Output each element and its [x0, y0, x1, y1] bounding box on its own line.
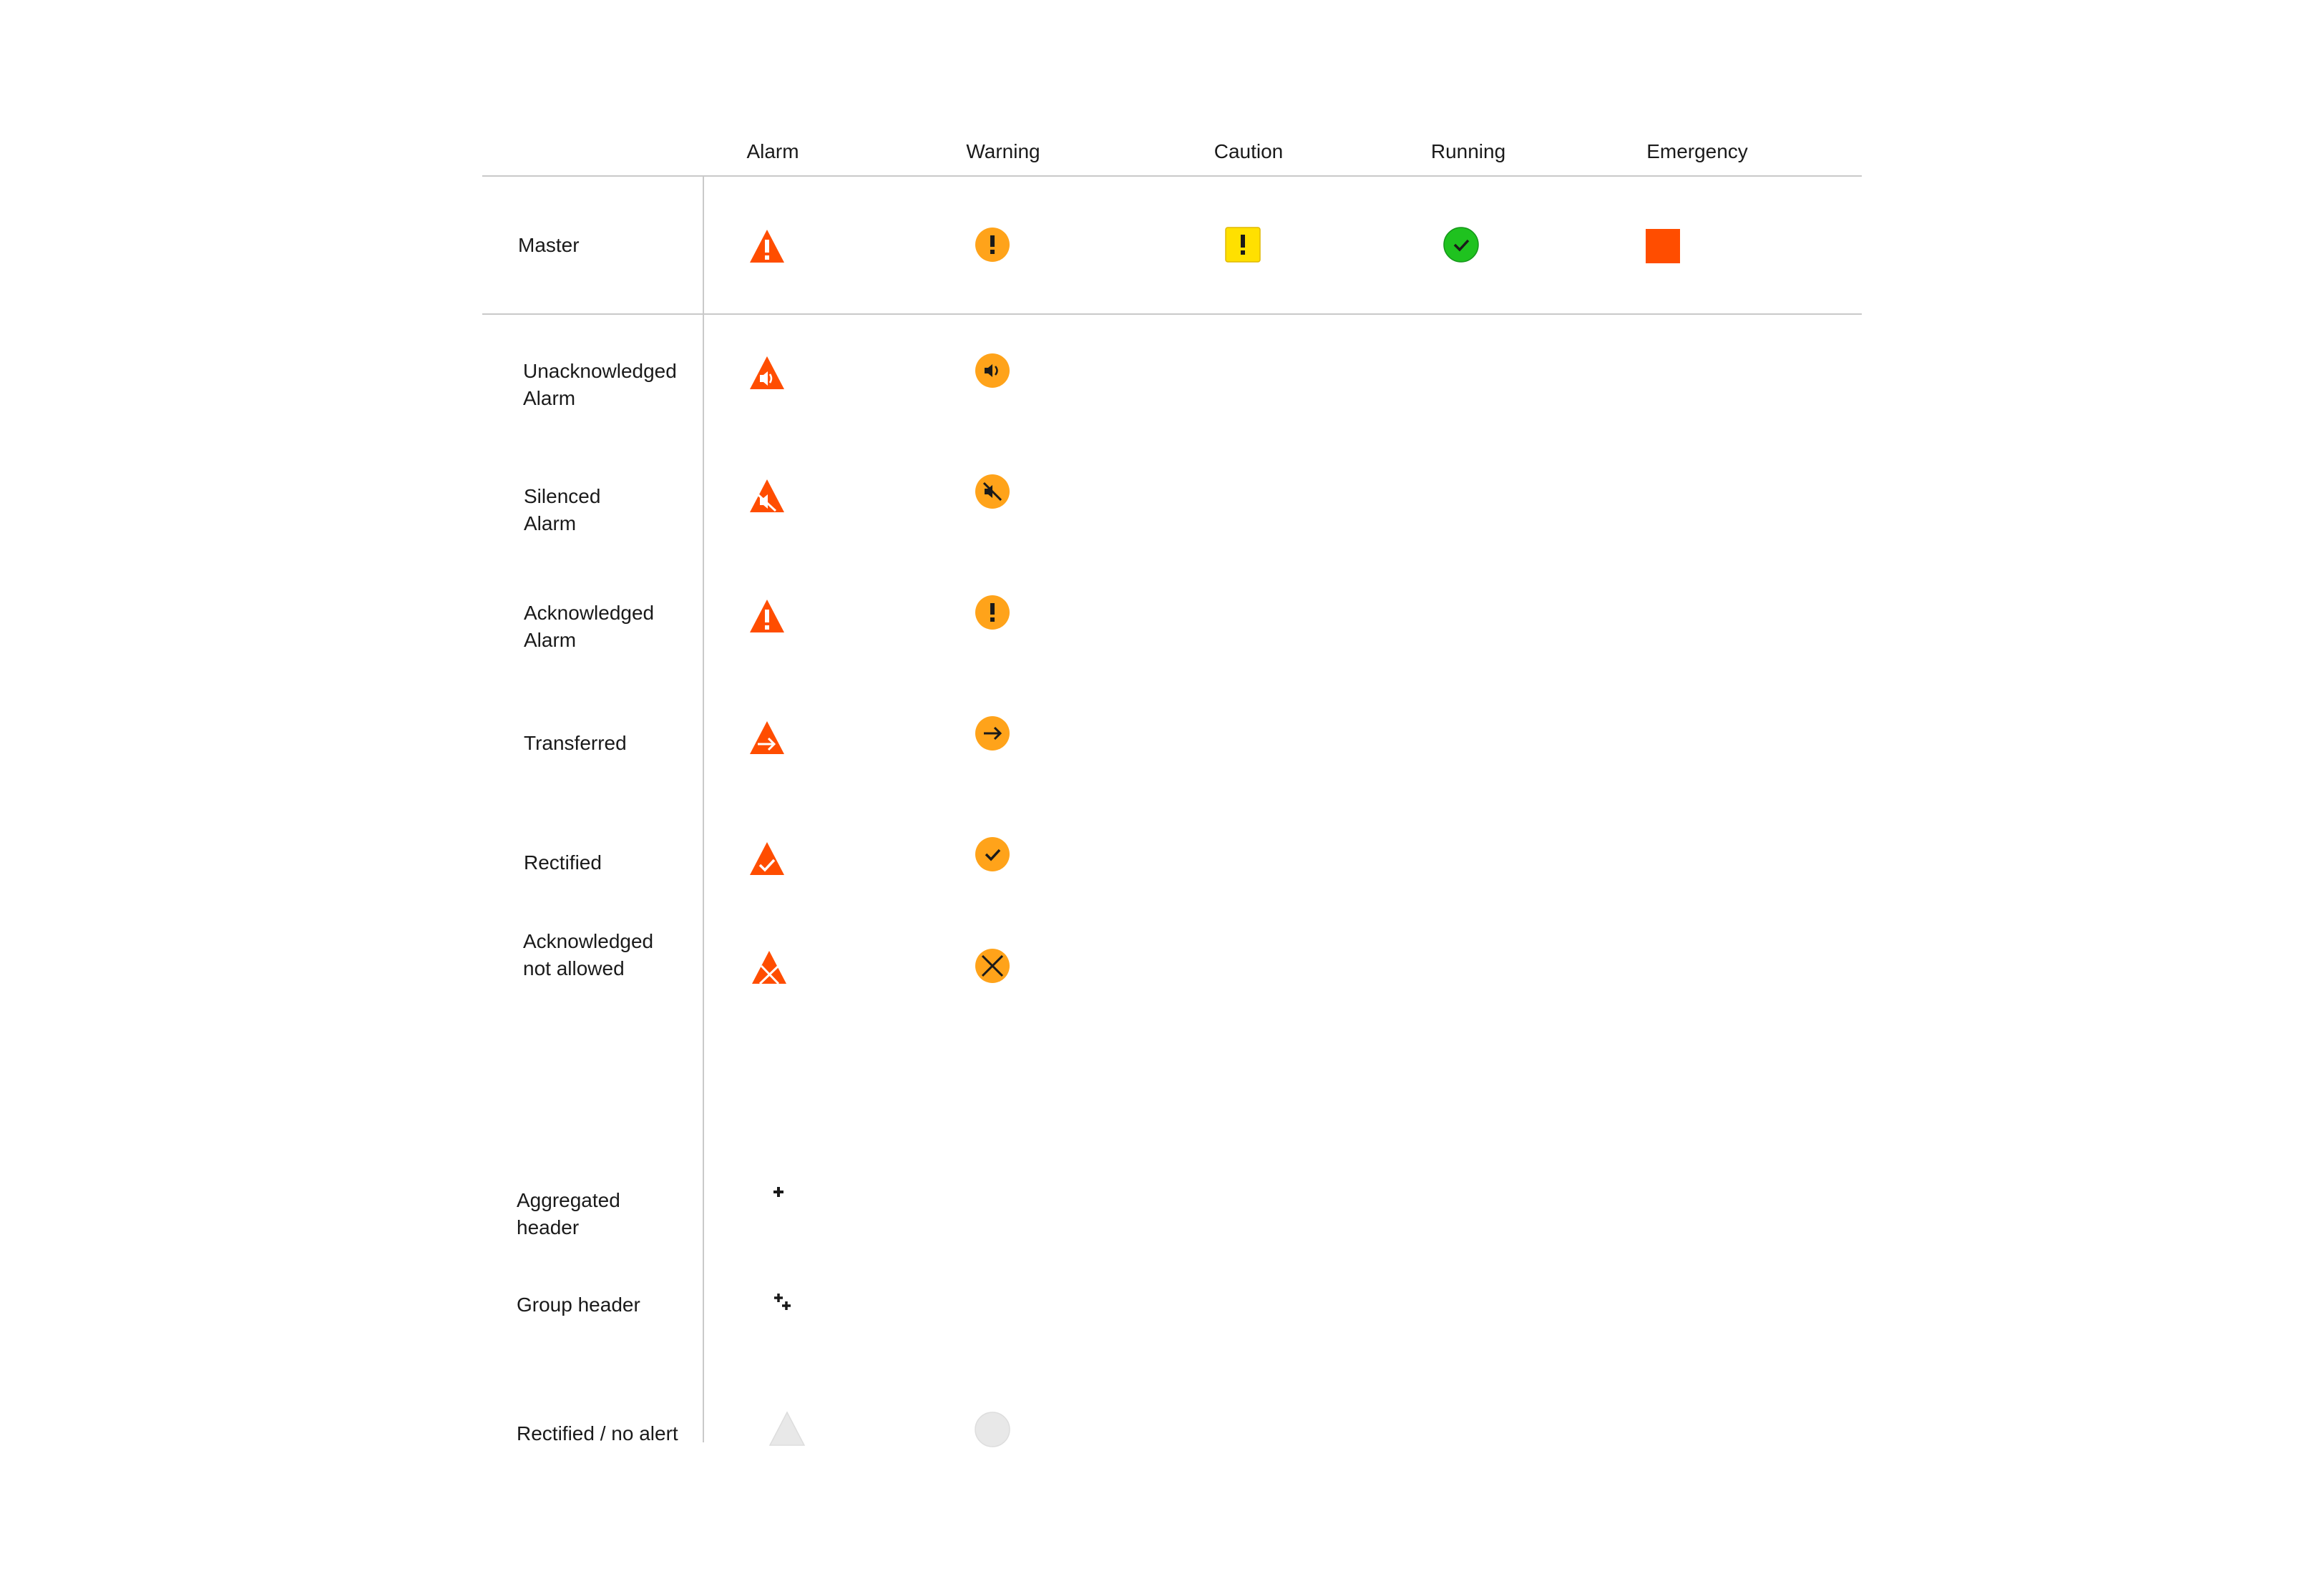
- header-divider: [482, 175, 1862, 177]
- alarm-rectified-icon: [746, 838, 788, 881]
- emergency-icon: [1641, 225, 1684, 268]
- double-plus-icon: [761, 1281, 804, 1324]
- warning-silenced-icon: [971, 470, 1014, 513]
- caution-icon: [1221, 223, 1264, 266]
- row-label-aggregated-header: Aggregated header: [517, 1189, 620, 1238]
- plus-icon: [757, 1170, 800, 1213]
- warning-transferred-icon: [971, 712, 1014, 755]
- row-label-silenced-alarm: Silenced Alarm: [524, 485, 601, 534]
- warning-ack-not-allowed-icon: [971, 944, 1014, 987]
- label-column-divider: [703, 176, 704, 1442]
- warning-acknowledged-icon: [971, 591, 1014, 634]
- row-label-rectified: Rectified: [524, 851, 602, 874]
- column-header-alarm: Alarm: [746, 140, 799, 162]
- master-row-divider: [482, 313, 1862, 315]
- warning-rectified-icon: [971, 833, 1014, 876]
- running-icon: [1440, 223, 1483, 266]
- alarm-master-icon: [746, 225, 788, 268]
- alarm-acknowledged-icon: [746, 595, 788, 638]
- warning-unacknowledged-icon: [971, 349, 1014, 392]
- column-header-running: Running: [1430, 140, 1506, 162]
- warning-master-icon: [971, 223, 1014, 266]
- row-label-rectified-no-alert: Rectified / no alert: [517, 1422, 678, 1445]
- alarm-silenced-icon: [746, 475, 788, 518]
- row-label-ack-not-allowed: Acknowledged not allowed: [523, 930, 654, 979]
- column-header-caution: Caution: [1214, 140, 1284, 162]
- row-label-master: Master: [518, 234, 580, 256]
- alarm-transferred-icon: [746, 717, 788, 760]
- row-label-group-header: Group header: [517, 1294, 640, 1316]
- row-label-transferred: Transferred: [524, 732, 627, 754]
- warning-inactive-icon: [971, 1408, 1014, 1451]
- alarm-ack-not-allowed-icon: [748, 947, 791, 989]
- row-label-acknowledged-alarm: Acknowledged Alarm: [524, 602, 655, 651]
- alarm-unacknowledged-icon: [746, 352, 788, 395]
- column-header-warning: Warning: [966, 140, 1040, 162]
- alarm-inactive-icon: [766, 1408, 809, 1451]
- row-label-unacknowledged-alarm: Unacknowledged Alarm: [523, 360, 677, 409]
- column-header-emergency: Emergency: [1646, 140, 1748, 162]
